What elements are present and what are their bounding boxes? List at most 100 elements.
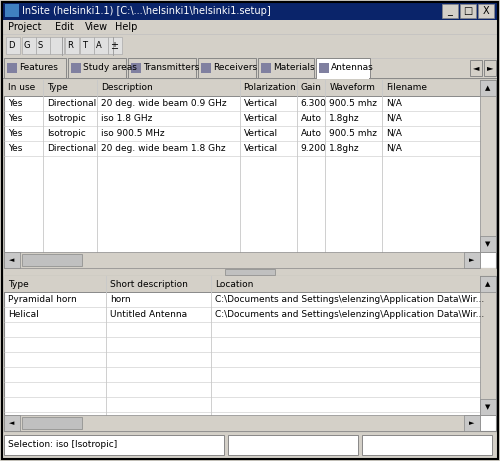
Text: R: R [67,41,73,51]
Text: X: X [482,6,490,16]
Bar [478,4,494,18]
Text: Edit: Edit [54,22,74,32]
Bar [317,77,369,79]
Bar [4,58,66,78]
Text: Isotropic: Isotropic [47,129,86,137]
Text: iso 1.8 GHz: iso 1.8 GHz [101,113,152,123]
Text: View: View [84,22,108,32]
Text: Filename: Filename [386,83,428,93]
Bar [94,37,108,54]
Text: Yes: Yes [8,113,22,123]
Text: Materials: Materials [273,64,314,72]
Text: □: □ [464,6,472,16]
Text: 1.8ghz: 1.8ghz [330,113,360,123]
Text: Transmitters: Transmitters [143,64,199,72]
Text: S: S [38,41,44,51]
Bar [4,80,496,268]
Bar [68,58,126,78]
Text: Selection: iso [Isotropic]: Selection: iso [Isotropic] [8,439,117,449]
Text: Untitled Antenna: Untitled Antenna [110,309,188,319]
Bar [2,20,498,34]
Bar [480,236,496,252]
Text: 9.200: 9.200 [300,143,326,153]
Bar [362,435,492,455]
Bar [480,276,496,292]
Bar [4,276,496,431]
Text: ▼: ▼ [486,404,490,410]
Text: ◄: ◄ [10,420,14,426]
Bar [201,63,211,73]
Text: Project: Project [8,22,42,32]
Text: ▼: ▼ [486,241,490,247]
Bar [4,252,480,268]
Text: _: _ [448,6,452,16]
Bar [22,254,82,266]
Text: In use: In use [8,83,35,93]
Text: 6.300: 6.300 [300,99,326,107]
Bar [261,63,271,73]
Text: N/A: N/A [386,143,402,153]
Text: 20 deg. wide beam 0.9 GHz: 20 deg. wide beam 0.9 GHz [101,99,226,107]
Bar [470,60,482,76]
Text: N/A: N/A [386,129,402,137]
Bar [108,37,122,54]
Bar [65,37,79,54]
Text: Vertical: Vertical [244,99,278,107]
Text: Help: Help [114,22,137,32]
Bar [2,2,498,20]
Bar [4,415,20,431]
Text: ►: ► [487,64,493,72]
Text: 900.5 mhz: 900.5 mhz [330,129,378,137]
Text: C:\Documents and Settings\elenzing\Application Data\Wir...: C:\Documents and Settings\elenzing\Appli… [215,309,484,319]
Text: N/A: N/A [386,113,402,123]
Bar [480,276,496,415]
Text: ◄: ◄ [473,64,479,72]
Text: Vertical: Vertical [244,129,278,137]
Bar [442,4,458,18]
Bar [22,417,82,429]
Bar [316,58,370,78]
Text: 1.8ghz: 1.8ghz [330,143,360,153]
Bar [464,252,480,268]
Text: Isotropic: Isotropic [47,113,86,123]
Bar [319,63,329,73]
Text: Type: Type [47,83,68,93]
Bar [50,37,64,54]
Text: G: G [24,41,30,51]
Bar [4,268,496,276]
Bar [4,252,20,268]
Text: Auto: Auto [300,129,322,137]
Text: Location: Location [215,279,254,289]
Text: ±: ± [110,41,118,51]
Bar [480,80,496,96]
Bar [22,37,36,54]
Text: Auto: Auto [300,113,322,123]
Bar [2,58,498,78]
Bar [80,37,94,54]
Text: Gain: Gain [300,83,322,93]
Text: Study areas: Study areas [83,64,137,72]
Text: Yes: Yes [8,99,22,107]
Bar [4,80,480,96]
Text: ▲: ▲ [486,85,490,91]
Bar [131,63,141,73]
Bar [480,399,496,415]
Text: ►: ► [470,257,474,263]
Bar [198,58,256,78]
Text: N/A: N/A [386,99,402,107]
Bar [464,415,480,431]
Text: Yes: Yes [8,129,22,137]
Bar [258,58,314,78]
Text: ▲: ▲ [486,281,490,287]
Text: C:\Documents and Settings\elenzing\Application Data\Wir...: C:\Documents and Settings\elenzing\Appli… [215,295,484,303]
Text: ►: ► [470,420,474,426]
Text: Short description: Short description [110,279,188,289]
Text: Antennas: Antennas [331,64,374,72]
Text: A: A [96,41,102,51]
Bar [71,63,81,73]
Bar [128,58,196,78]
Text: Pyramidal horn: Pyramidal horn [8,295,77,303]
Bar [2,433,498,459]
Text: Directional: Directional [47,99,96,107]
Text: iso 900.5 MHz: iso 900.5 MHz [101,129,164,137]
